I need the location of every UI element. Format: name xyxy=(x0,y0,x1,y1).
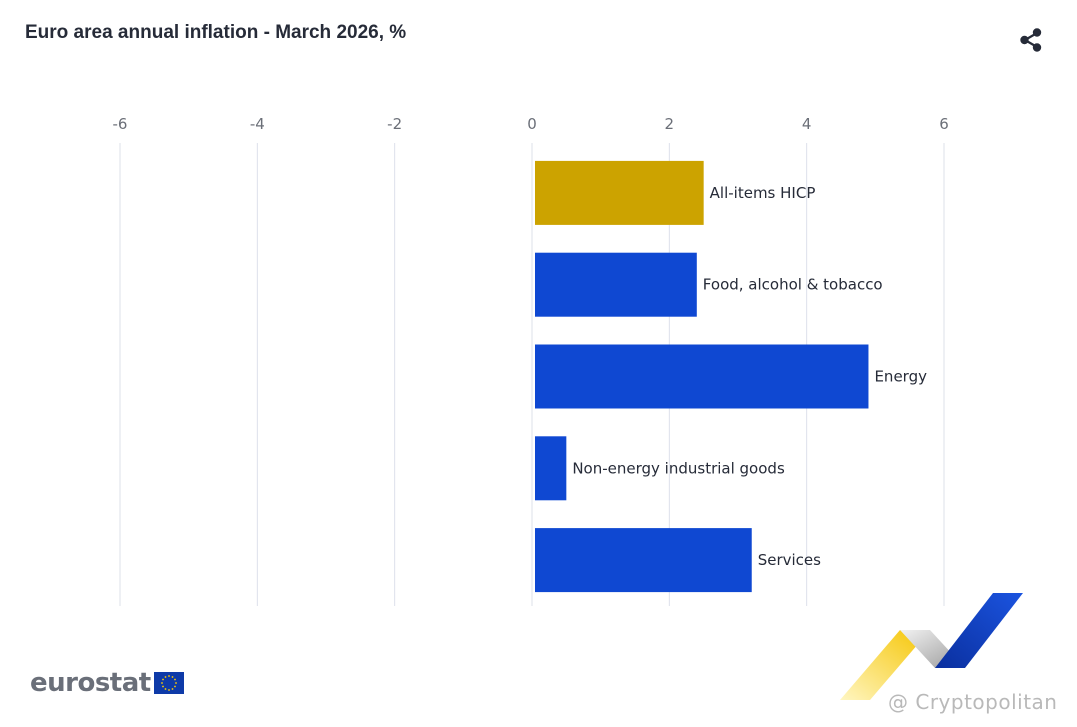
bar-label: Non-energy industrial goods xyxy=(572,459,785,477)
bar[interactable] xyxy=(535,344,869,409)
bar[interactable] xyxy=(535,436,567,501)
bar-labels: All-items HICP Food, alcohol & tobacco Ene… xyxy=(572,184,927,569)
eu-flag-icon xyxy=(153,672,184,694)
bar-label: Food, alcohol & tobacco xyxy=(703,276,883,294)
x-tick-label: 4 xyxy=(802,115,812,133)
x-tick-label: -2 xyxy=(387,115,402,133)
x-tick-label: -4 xyxy=(250,115,265,133)
watermark-text: @ Cryptopolitan xyxy=(888,690,1058,714)
bar[interactable] xyxy=(535,528,752,593)
bar-label: All-items HICP xyxy=(710,184,816,202)
bars xyxy=(535,160,869,593)
x-axis-ticks: -6 -4 -2 0 2 4 6 xyxy=(113,115,949,133)
bar[interactable] xyxy=(535,160,704,225)
x-tick-label: 6 xyxy=(939,115,949,133)
bar-label: Energy xyxy=(874,368,927,386)
logo-text: eurostat xyxy=(30,668,151,698)
eurostat-logo: eurostat xyxy=(30,668,184,698)
cryptopolitan-logo xyxy=(840,593,1023,700)
x-tick-label: 0 xyxy=(527,115,537,133)
share-icon[interactable] xyxy=(1017,26,1045,54)
x-tick-label: 2 xyxy=(665,115,675,133)
chart-title: Euro area annual inflation - March 2026,… xyxy=(25,22,407,43)
bar[interactable] xyxy=(535,252,697,317)
bar-chart: -6 -4 -2 0 2 4 6 All-items HICP Food, alcohol &… xyxy=(113,115,949,606)
bar-label: Services xyxy=(758,551,821,569)
x-tick-label: -6 xyxy=(113,115,128,133)
